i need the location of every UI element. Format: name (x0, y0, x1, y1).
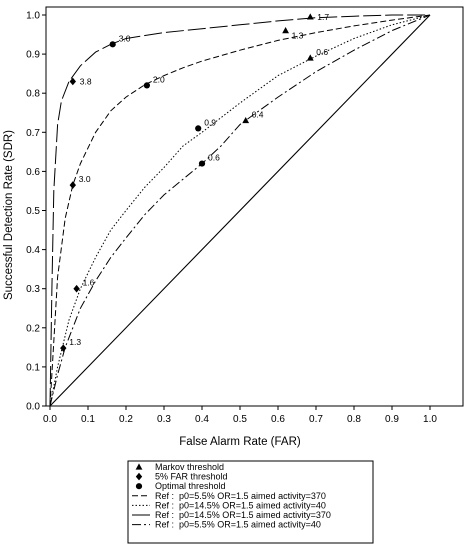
legend-entry-label: Optimal threshold (155, 481, 226, 491)
x-tick-label: 0.6 (271, 414, 285, 425)
x-tick-label: 0.8 (347, 414, 361, 425)
x-tick-label: 0.2 (119, 414, 133, 425)
point-label: 0.9 (204, 117, 216, 127)
triangle-marker (282, 27, 289, 34)
legend-triangle-icon (135, 463, 143, 470)
legend-entry-label: Ref : p0=5.5% OR=1.5 aimed activity=370 (155, 491, 326, 501)
diamond-marker (69, 77, 76, 86)
series-line-1 (49, 14, 431, 407)
legend-entry-label: 5% FAR threshold (155, 472, 228, 482)
point-label: 3.8 (80, 76, 92, 86)
point-label: 0.6 (316, 47, 328, 57)
series-line-3 (49, 14, 430, 407)
point-label: 1.3 (292, 31, 304, 41)
point-label: 1.7 (317, 12, 329, 22)
legend-diamond-icon (135, 472, 143, 481)
point-label: 1.6 (83, 278, 95, 288)
x-tick-label: 0.5 (233, 414, 247, 425)
legend-entry-label: Markov threshold (155, 462, 224, 472)
y-tick-label: 0.0 (26, 402, 40, 413)
legend-entry-label: Ref : p0=14.5% OR=1.5 aimed activity=40 (155, 500, 326, 510)
y-tick-label: 0.5 (26, 206, 40, 217)
series-line-4 (49, 14, 431, 407)
series-line-2 (49, 14, 431, 407)
circle-marker (143, 82, 150, 89)
y-tick-label: 0.4 (26, 245, 40, 256)
triangle-marker (306, 54, 314, 61)
legend-entry-label: Ref : p0=14.5% OR=1.5 aimed activity=370 (155, 510, 331, 520)
point-label: 3.0 (79, 174, 91, 184)
x-tick-label: 0.0 (43, 414, 57, 425)
diamond-marker (73, 284, 80, 293)
x-tick-label: 0.1 (81, 414, 95, 425)
y-tick-label: 0.8 (26, 89, 40, 100)
circle-marker (198, 160, 206, 167)
points-layer: 1.7 1.3 0.6 0.4 3.0 2.0 0.9 0.6 3.8 3.0 1.6 1.3 (60, 12, 329, 352)
legend-box (127, 460, 374, 544)
plot-border (45, 6, 464, 407)
point-label: 0.4 (252, 110, 264, 120)
point-label: 1.3 (69, 337, 81, 347)
x-tick-label: 1.0 (423, 414, 437, 425)
axes-layer: 0.0 0.1 0.2 0.3 0.4 0.5 0.6 0.7 0.8 0.9 1.0 0.0 0.1 0… (26, 11, 437, 426)
plot-frame (45, 6, 464, 407)
y-tick-label: 1.0 (26, 11, 40, 22)
x-axis-label: False Alarm Rate (FAR) (179, 436, 301, 448)
diagonal-reference-line (49, 14, 431, 407)
legend-circle-icon (135, 483, 143, 490)
x-tick-label: 0.7 (309, 414, 323, 425)
point-label: 0.6 (208, 153, 220, 163)
legend-entry-label: Ref : p0=5.5% OR=1.5 aimed activity=40 (155, 520, 321, 530)
x-tick-label: 0.4 (195, 414, 209, 425)
x-tick-label: 0.3 (157, 414, 171, 425)
x-tick-label: 0.9 (385, 414, 399, 425)
point-label: 3.0 (119, 33, 131, 43)
circle-marker (109, 41, 116, 48)
y-tick-label: 0.1 (26, 362, 40, 373)
diamond-marker (60, 344, 67, 352)
y-tick-label: 0.3 (26, 284, 40, 295)
y-tick-label: 0.2 (26, 323, 40, 334)
y-axis-label: Successful Detection Rate (SDR) (3, 130, 15, 300)
triangle-marker (306, 13, 314, 20)
diamond-marker (69, 181, 76, 189)
circle-marker (195, 125, 202, 132)
y-tick-label: 0.9 (26, 50, 40, 61)
series-layer (49, 14, 431, 407)
y-tick-label: 0.6 (26, 167, 40, 178)
y-tick-label: 0.7 (26, 128, 40, 139)
point-label: 2.0 (153, 74, 165, 84)
triangle-marker (242, 116, 250, 124)
